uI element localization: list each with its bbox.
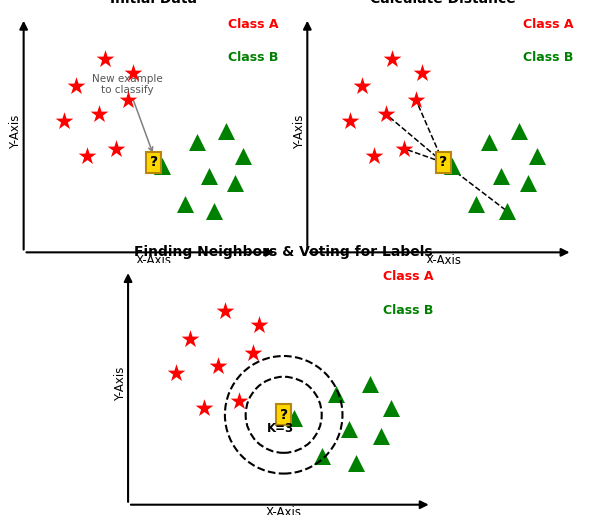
Point — [365, 380, 375, 388]
Text: ?: ? — [280, 408, 288, 422]
Point — [192, 138, 202, 146]
Y-axis label: Y-Axis: Y-Axis — [293, 114, 306, 148]
X-axis label: X-Axis: X-Axis — [426, 254, 461, 267]
Point — [472, 200, 481, 208]
Text: Class A: Class A — [523, 18, 574, 30]
Point — [502, 207, 511, 215]
Text: ?: ? — [150, 156, 158, 169]
Point — [210, 207, 219, 215]
Point — [181, 200, 190, 208]
Point — [317, 452, 326, 460]
Point — [331, 390, 340, 398]
Point — [71, 82, 80, 91]
Text: Class A: Class A — [228, 18, 278, 30]
Text: Class B: Class B — [524, 52, 574, 64]
Point — [221, 127, 230, 135]
Point — [172, 369, 181, 377]
Point — [111, 145, 121, 153]
Text: Class B: Class B — [228, 52, 278, 64]
Point — [400, 145, 409, 153]
Point — [417, 68, 427, 77]
Point — [376, 432, 385, 440]
Point — [186, 335, 195, 343]
Point — [514, 127, 524, 135]
Point — [239, 151, 248, 160]
Title: Calculate Distance: Calculate Distance — [371, 0, 516, 6]
Point — [386, 404, 395, 412]
Text: New example
to classify: New example to classify — [92, 74, 163, 151]
Point — [213, 362, 223, 370]
Point — [387, 55, 397, 63]
Text: Class B: Class B — [383, 304, 433, 317]
Point — [345, 117, 355, 125]
Point — [234, 397, 243, 405]
Point — [484, 138, 493, 146]
Point — [83, 151, 92, 160]
Point — [290, 414, 299, 422]
Point — [447, 162, 457, 170]
Point — [204, 172, 213, 180]
Point — [357, 82, 366, 91]
Point — [496, 172, 505, 180]
Point — [199, 404, 209, 412]
Point — [532, 151, 541, 160]
Point — [220, 307, 230, 315]
Point — [523, 179, 532, 187]
Y-axis label: Y-Axis: Y-Axis — [113, 367, 126, 401]
Point — [248, 349, 257, 357]
Title: Finding Neighbors & Voting for Labels: Finding Neighbors & Voting for Labels — [134, 245, 433, 259]
Point — [158, 162, 167, 170]
Y-axis label: Y-Axis: Y-Axis — [9, 114, 22, 148]
X-axis label: X-Axis: X-Axis — [266, 506, 301, 515]
Point — [123, 96, 132, 105]
Text: ?: ? — [439, 156, 447, 169]
X-axis label: X-Axis: X-Axis — [136, 254, 171, 267]
Text: K=3: K=3 — [267, 422, 294, 435]
Point — [129, 68, 138, 77]
Title: Initial Data: Initial Data — [110, 0, 197, 6]
Point — [345, 424, 354, 433]
Point — [381, 110, 391, 118]
Point — [369, 151, 378, 160]
Point — [255, 321, 264, 329]
Point — [411, 96, 421, 105]
Point — [59, 117, 69, 125]
Text: Class A: Class A — [382, 270, 433, 283]
Point — [230, 179, 239, 187]
Point — [100, 55, 109, 63]
Point — [352, 459, 361, 467]
Point — [94, 110, 103, 118]
